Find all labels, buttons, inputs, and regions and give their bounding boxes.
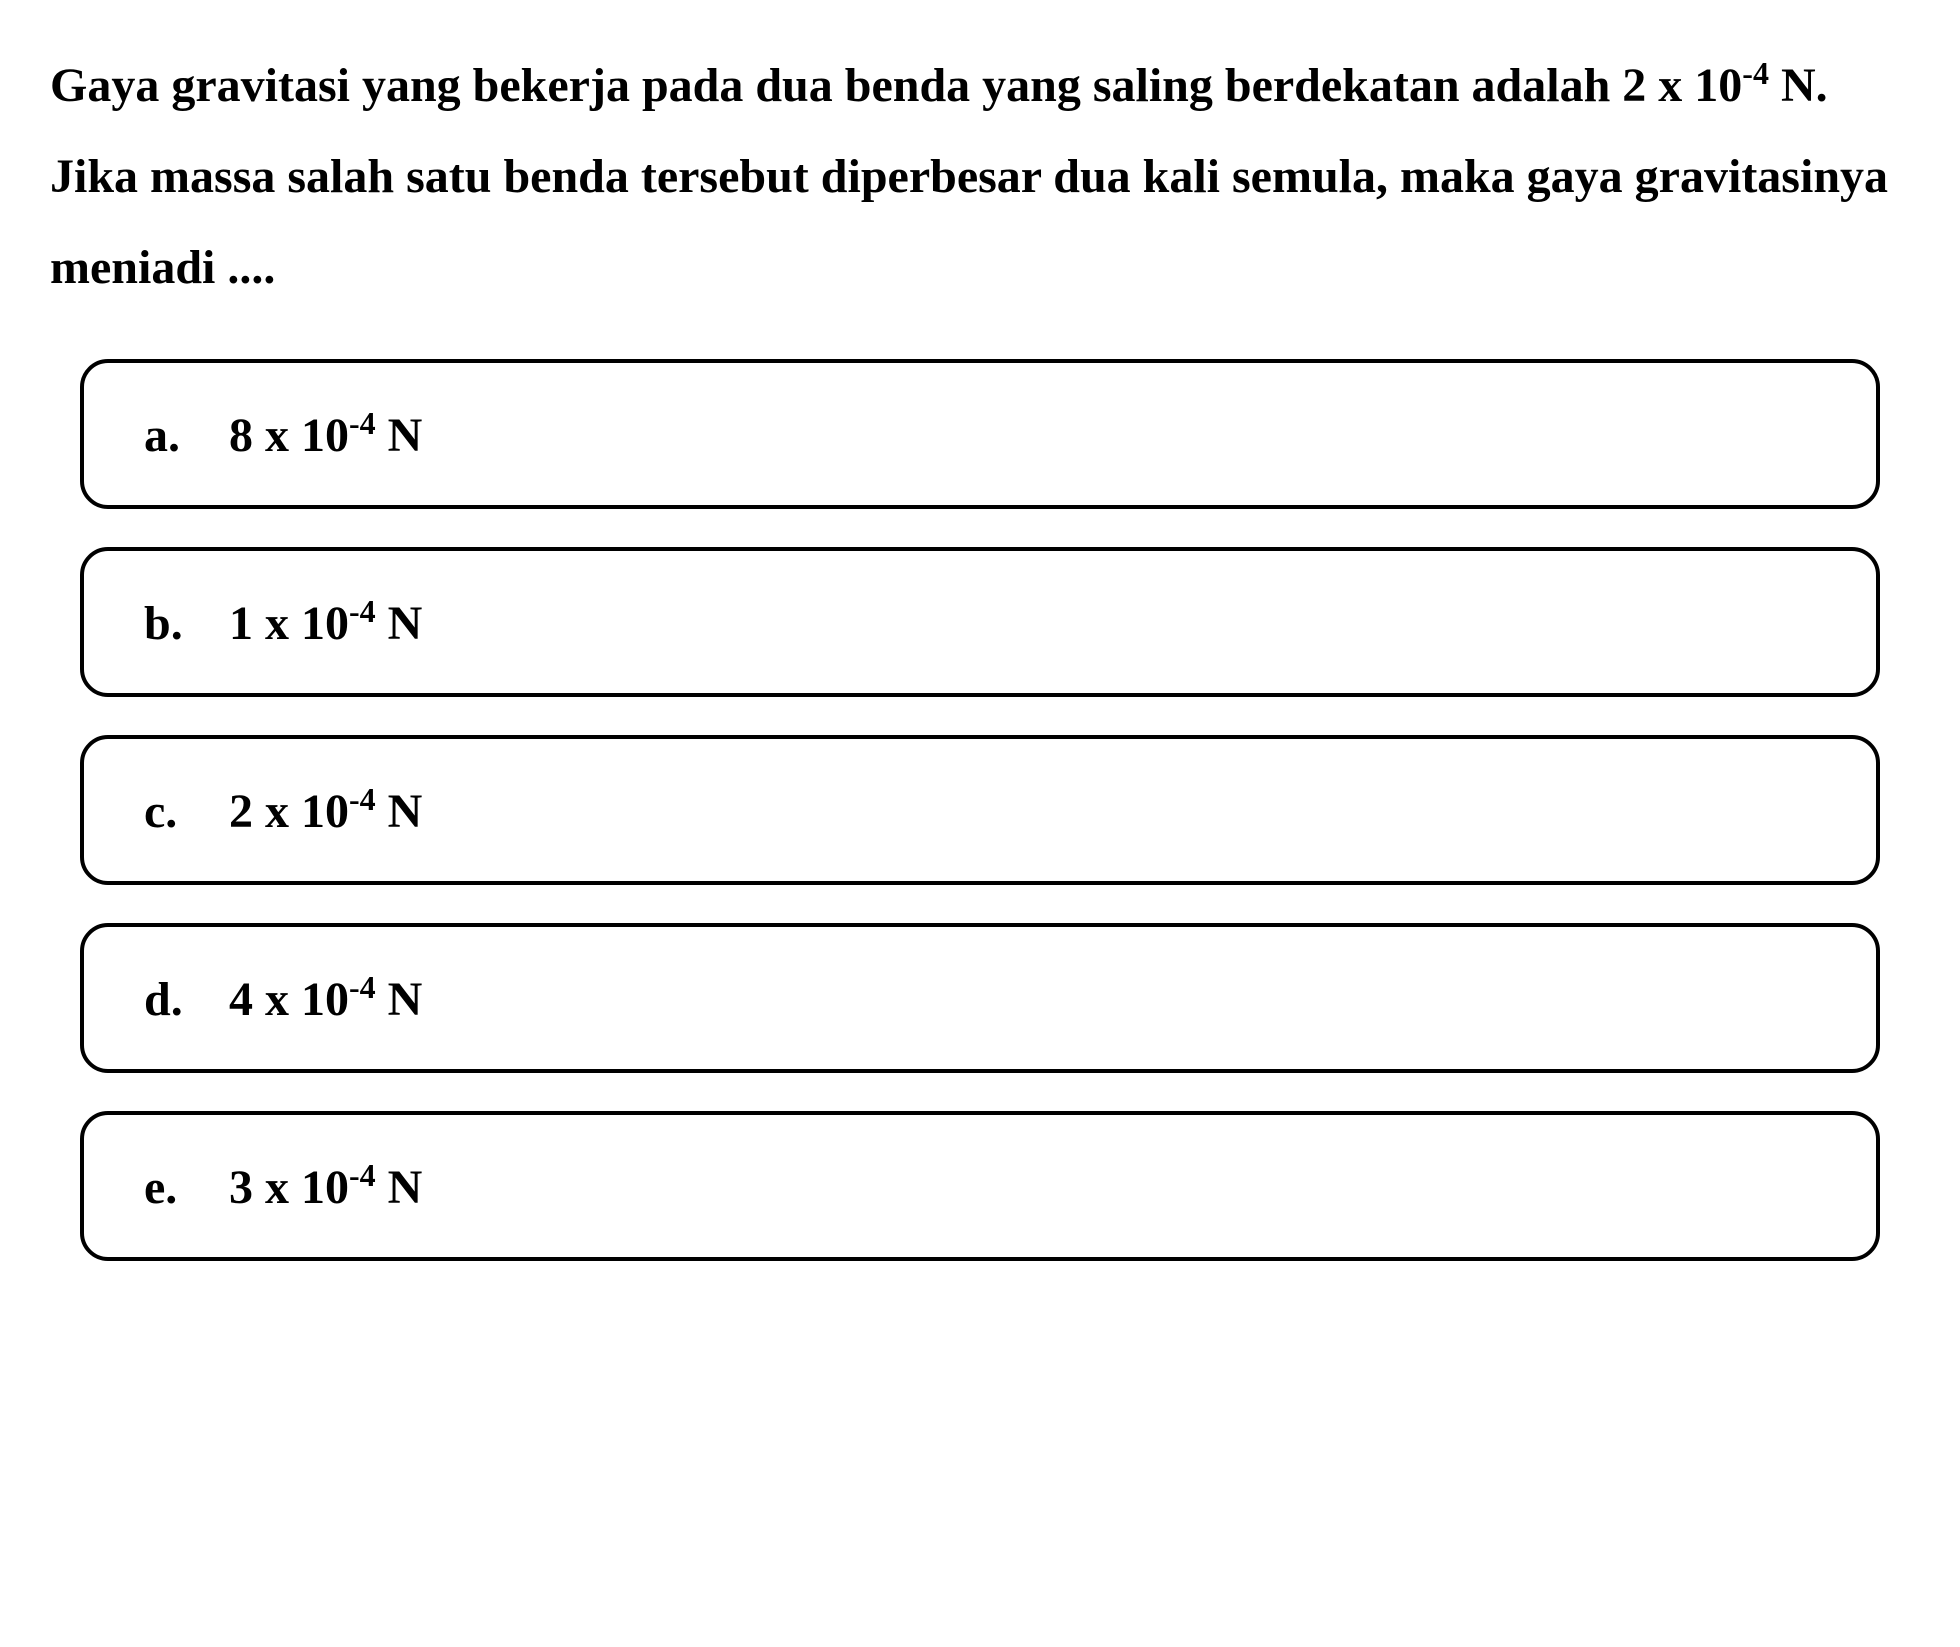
option-a[interactable]: a. 8 x 10-4 N	[80, 359, 1880, 509]
option-content: c. 2 x 10-4 N	[144, 781, 1816, 839]
option-value: 3 x 10-4 N	[229, 1157, 422, 1215]
option-d[interactable]: d. 4 x 10-4 N	[80, 923, 1880, 1073]
option-content: d. 4 x 10-4 N	[144, 969, 1816, 1027]
question-text: Gaya gravitasi yang bekerja pada dua ben…	[50, 40, 1910, 314]
option-e[interactable]: e. 3 x 10-4 N	[80, 1111, 1880, 1261]
option-content: b. 1 x 10-4 N	[144, 593, 1816, 651]
option-value: 4 x 10-4 N	[229, 969, 422, 1027]
option-value: 1 x 10-4 N	[229, 593, 422, 651]
option-letter: e.	[144, 1160, 194, 1215]
option-value: 2 x 10-4 N	[229, 781, 422, 839]
option-content: a. 8 x 10-4 N	[144, 405, 1816, 463]
options-container: a. 8 x 10-4 N b. 1 x 10-4 N c. 2 x 10-4 …	[50, 359, 1910, 1261]
option-letter: a.	[144, 408, 194, 463]
option-b[interactable]: b. 1 x 10-4 N	[80, 547, 1880, 697]
option-content: e. 3 x 10-4 N	[144, 1157, 1816, 1215]
option-value: 8 x 10-4 N	[229, 405, 422, 463]
option-letter: d.	[144, 972, 194, 1027]
option-c[interactable]: c. 2 x 10-4 N	[80, 735, 1880, 885]
option-letter: b.	[144, 596, 194, 651]
option-letter: c.	[144, 784, 194, 839]
